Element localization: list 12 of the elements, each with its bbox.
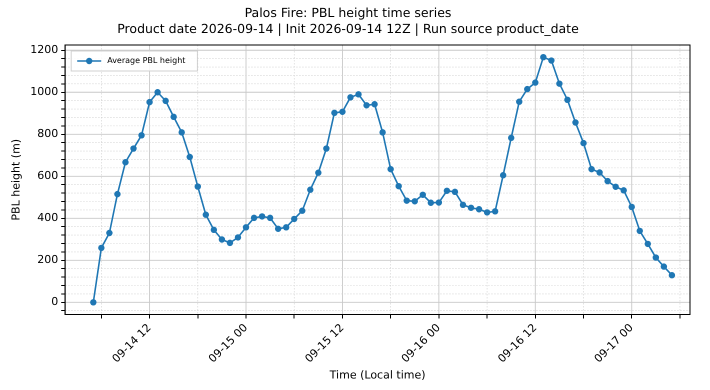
y-tick-label: 1000	[30, 85, 58, 98]
y-axis-title: PBL height (m)	[9, 138, 22, 221]
y-tick-label: 200	[37, 253, 58, 266]
y-tick-label: 0	[51, 295, 58, 308]
chart-title: Palos Fire: PBL height time series	[244, 4, 452, 20]
legend-label: Average PBL height	[107, 56, 186, 66]
y-tick-label: 800	[37, 127, 58, 140]
y-tick-label: 1200	[30, 43, 58, 56]
x-axis-title: Time (Local time)	[328, 368, 426, 382]
y-tick-label: 600	[37, 169, 58, 182]
chart-subtitle: Product date 2026-09-14 | Init 2026-09-14 12Z | Run source product_date	[117, 20, 580, 36]
y-tick-label: 400	[37, 211, 58, 224]
